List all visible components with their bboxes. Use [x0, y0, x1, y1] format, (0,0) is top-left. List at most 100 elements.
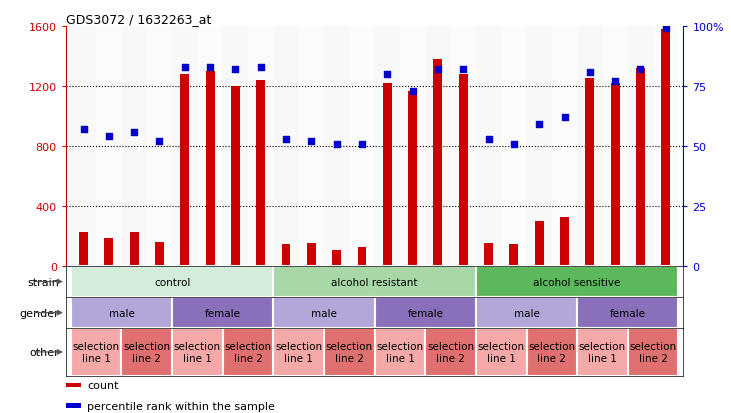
Bar [71, 297, 172, 328]
Bar [181, 75, 189, 266]
Point [204, 64, 216, 71]
Bar [602, 27, 628, 266]
Text: selection
line 2: selection line 2 [326, 341, 373, 363]
Point [179, 64, 191, 71]
Bar [257, 81, 265, 266]
Bar [653, 27, 678, 266]
Bar [66, 383, 81, 387]
Bar [476, 27, 501, 266]
Bar [155, 242, 164, 266]
Bar [526, 328, 577, 376]
Bar [129, 232, 139, 266]
Bar [205, 72, 214, 266]
Bar [484, 243, 493, 266]
Bar [628, 27, 653, 266]
Bar [71, 328, 121, 376]
Point [458, 66, 469, 73]
Text: female: female [205, 308, 240, 318]
Bar [307, 243, 316, 266]
Text: count: count [88, 380, 119, 390]
Bar [628, 328, 678, 376]
Point [356, 141, 368, 147]
Bar [223, 328, 273, 376]
Bar [248, 27, 273, 266]
Bar [459, 75, 468, 266]
Bar [273, 328, 324, 376]
Bar [577, 328, 628, 376]
Bar [383, 84, 392, 266]
Bar [408, 92, 417, 266]
Bar [357, 247, 366, 266]
Text: selection
line 1: selection line 1 [579, 341, 626, 363]
Text: selection
line 1: selection line 1 [174, 341, 221, 363]
Bar [450, 27, 476, 266]
Point [660, 26, 672, 33]
Bar [96, 27, 121, 266]
Bar [375, 27, 400, 266]
Bar [577, 297, 678, 328]
Point [129, 129, 140, 135]
Text: selection
line 2: selection line 2 [224, 341, 272, 363]
Bar [324, 328, 375, 376]
Text: selection
line 1: selection line 1 [376, 341, 423, 363]
Point [584, 69, 596, 76]
Bar [197, 27, 223, 266]
Bar [273, 297, 375, 328]
Bar [535, 221, 544, 266]
Bar [172, 27, 197, 266]
Bar [66, 404, 81, 408]
Bar [636, 69, 645, 266]
Bar [324, 27, 349, 266]
Bar [425, 27, 450, 266]
Point [534, 122, 545, 128]
Bar [273, 27, 299, 266]
Text: strain: strain [28, 277, 60, 287]
Bar [560, 217, 569, 266]
Text: female: female [407, 308, 443, 318]
Text: selection
line 1: selection line 1 [275, 341, 322, 363]
Bar [586, 79, 594, 266]
Text: control: control [154, 277, 190, 287]
Bar [662, 30, 670, 266]
Point [230, 66, 241, 73]
Text: male: male [311, 308, 337, 318]
Bar [121, 328, 172, 376]
Text: selection
line 2: selection line 2 [629, 341, 677, 363]
Point [255, 64, 267, 71]
Bar [526, 27, 552, 266]
Bar [375, 328, 425, 376]
Bar [172, 297, 273, 328]
Point [508, 141, 520, 147]
Bar [510, 244, 518, 266]
Point [609, 78, 621, 85]
Text: alcohol resistant: alcohol resistant [331, 277, 418, 287]
Bar [610, 84, 620, 266]
Point [77, 126, 89, 133]
Bar [105, 238, 113, 266]
Point [280, 136, 292, 143]
Bar [400, 27, 425, 266]
Text: female: female [610, 308, 645, 318]
Bar [552, 27, 577, 266]
Bar [121, 27, 147, 266]
Bar [349, 27, 374, 266]
Text: other: other [30, 347, 60, 357]
Bar [281, 244, 290, 266]
Text: selection
line 2: selection line 2 [427, 341, 474, 363]
Point [103, 134, 115, 140]
Bar [231, 87, 240, 266]
Bar [71, 27, 96, 266]
Bar [425, 328, 476, 376]
Bar [273, 266, 476, 297]
Point [558, 114, 570, 121]
Bar [577, 27, 602, 266]
Text: male: male [514, 308, 539, 318]
Bar [147, 27, 172, 266]
Point [482, 136, 494, 143]
Text: percentile rank within the sample: percentile rank within the sample [88, 401, 276, 411]
Point [154, 138, 165, 145]
Point [331, 141, 343, 147]
Bar [476, 297, 577, 328]
Bar [476, 328, 526, 376]
Text: selection
line 2: selection line 2 [529, 341, 575, 363]
